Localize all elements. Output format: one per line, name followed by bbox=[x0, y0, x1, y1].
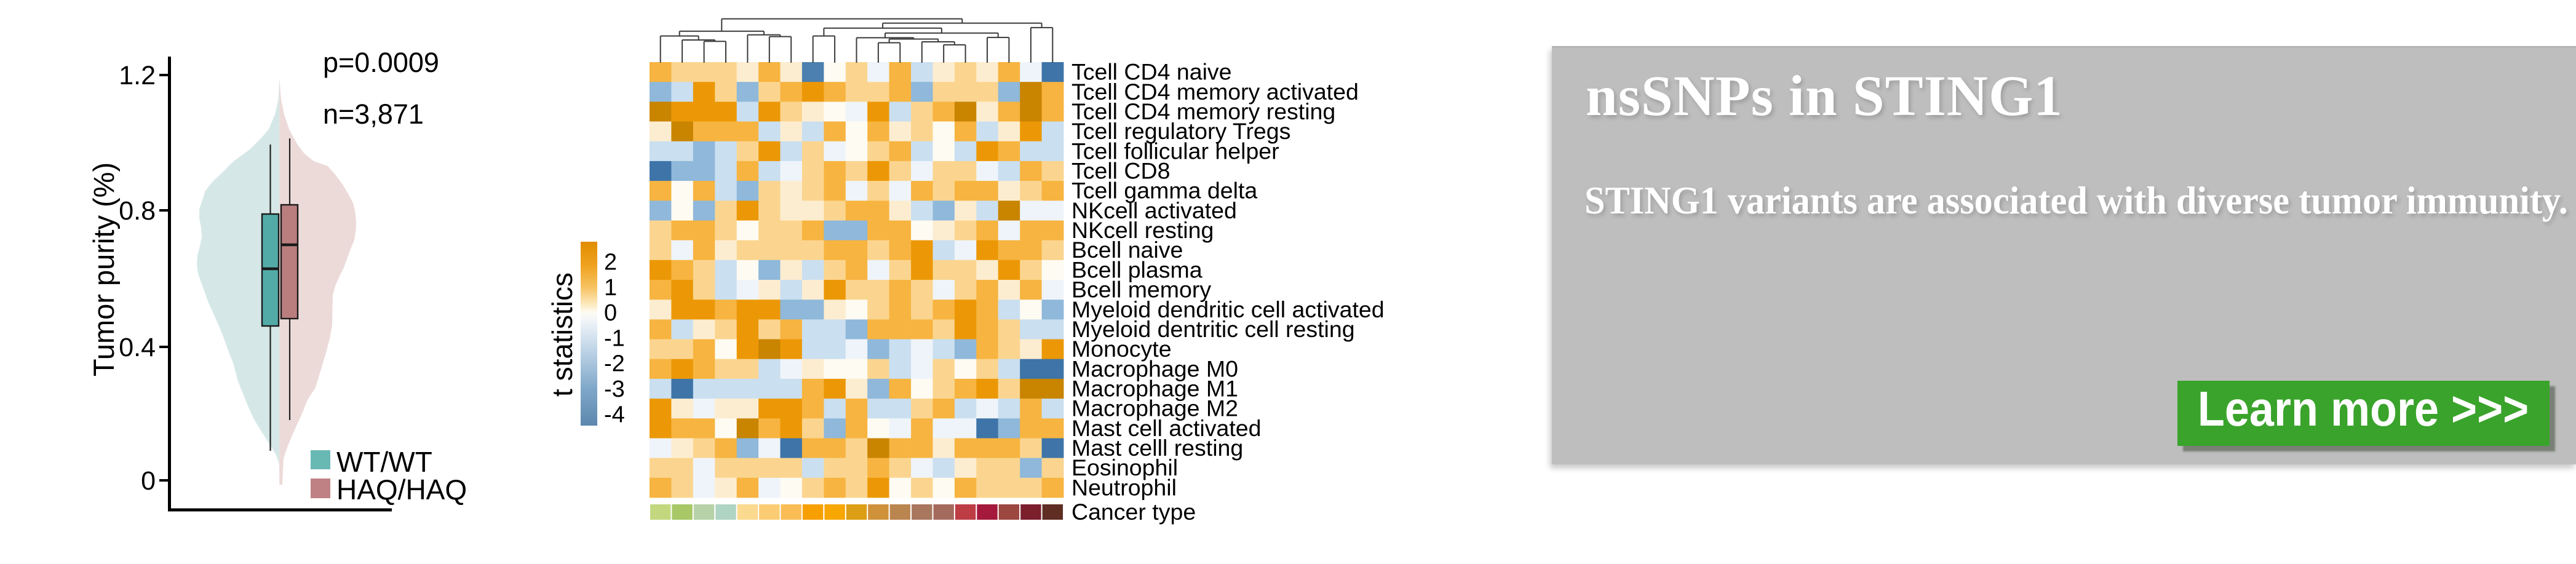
svg-text:Macrophage M1: Macrophage M1 bbox=[1071, 376, 1238, 402]
svg-text:n=3,871: n=3,871 bbox=[323, 98, 424, 130]
svg-text:Tcell regulatory Tregs: Tcell regulatory Tregs bbox=[1071, 118, 1290, 144]
svg-text:2: 2 bbox=[604, 250, 617, 276]
svg-text:Tcell CD4 memory resting: Tcell CD4 memory resting bbox=[1071, 98, 1335, 124]
svg-text:Neutrophil: Neutrophil bbox=[1071, 474, 1177, 500]
svg-text:Myeloid dendritic cell activat: Myeloid dendritic cell activated bbox=[1071, 296, 1385, 322]
svg-text:Tcell CD4 memory activated: Tcell CD4 memory activated bbox=[1071, 79, 1359, 105]
svg-text:-2: -2 bbox=[604, 351, 625, 377]
svg-text:Cancer type: Cancer type bbox=[1071, 499, 1196, 525]
svg-text:-4: -4 bbox=[604, 402, 625, 427]
svg-text:Macrophage M2: Macrophage M2 bbox=[1071, 395, 1238, 421]
svg-text:-1: -1 bbox=[604, 325, 625, 351]
svg-text:Tcell CD8: Tcell CD8 bbox=[1071, 158, 1170, 184]
svg-text:Tcell gamma delta: Tcell gamma delta bbox=[1071, 178, 1257, 204]
svg-text:NKcell resting: NKcell resting bbox=[1071, 217, 1214, 243]
svg-text:Myeloid dentritic cell resting: Myeloid dentritic cell resting bbox=[1071, 316, 1355, 342]
svg-text:Tumor purity (%): Tumor purity (%) bbox=[87, 162, 120, 376]
svg-text:Bcell plasma: Bcell plasma bbox=[1071, 256, 1203, 282]
svg-text:1: 1 bbox=[604, 275, 617, 301]
svg-text:Monocyte: Monocyte bbox=[1071, 336, 1172, 362]
svg-text:Tcell follicular helper: Tcell follicular helper bbox=[1071, 138, 1279, 164]
svg-text:0.8: 0.8 bbox=[119, 196, 156, 226]
svg-text:p=0.0009: p=0.0009 bbox=[323, 47, 439, 78]
svg-text:Mast celll resting: Mast celll resting bbox=[1071, 435, 1243, 461]
svg-text:WT/WT: WT/WT bbox=[336, 446, 432, 478]
svg-text:-3: -3 bbox=[604, 376, 625, 402]
svg-text:Mast cell activated: Mast cell activated bbox=[1071, 415, 1261, 441]
svg-text:1.2: 1.2 bbox=[119, 61, 156, 90]
svg-text:Tcell CD4 naive: Tcell CD4 naive bbox=[1071, 59, 1232, 85]
svg-text:NKcell activated: NKcell activated bbox=[1071, 197, 1237, 223]
svg-text:Bcell naive: Bcell naive bbox=[1071, 237, 1183, 263]
svg-text:0: 0 bbox=[141, 466, 156, 496]
svg-text:t statistics: t statistics bbox=[546, 272, 578, 397]
svg-text:0.4: 0.4 bbox=[119, 333, 156, 362]
svg-text:Macrophage M0: Macrophage M0 bbox=[1071, 355, 1238, 381]
svg-text:Eosinophil: Eosinophil bbox=[1071, 455, 1178, 480]
svg-text:0: 0 bbox=[604, 300, 617, 326]
svg-text:Bcell memory: Bcell memory bbox=[1071, 277, 1211, 303]
svg-text:HAQ/HAQ: HAQ/HAQ bbox=[336, 474, 467, 506]
